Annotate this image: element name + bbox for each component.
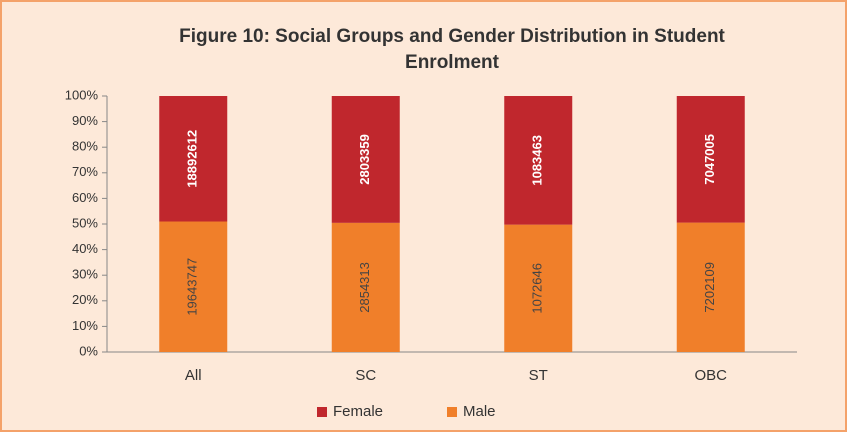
x-tick-label: ST xyxy=(529,367,548,384)
bar-segment xyxy=(504,224,573,352)
bar-segment xyxy=(676,222,745,352)
x-tick-label: All xyxy=(185,367,202,384)
data-label: 1072646 xyxy=(530,263,545,314)
data-label: 2854313 xyxy=(357,262,372,313)
legend-label: Female xyxy=(333,403,383,420)
data-label: 7202109 xyxy=(702,262,717,313)
data-label: 7047005 xyxy=(702,134,717,185)
x-tick-label: SC xyxy=(355,367,376,384)
y-tick-label: 30% xyxy=(72,267,98,282)
data-label: 1083463 xyxy=(530,135,545,186)
legend-label: Male xyxy=(463,403,496,420)
y-tick-label: 0% xyxy=(79,343,98,358)
bar-segment xyxy=(504,96,573,225)
bar-segment xyxy=(331,222,400,352)
y-tick-label: 50% xyxy=(72,215,98,230)
data-label: 18892612 xyxy=(185,130,200,188)
y-tick-label: 100% xyxy=(65,87,99,102)
y-tick-label: 80% xyxy=(72,139,98,154)
y-tick-label: 70% xyxy=(72,164,98,179)
data-label: 2803359 xyxy=(357,134,372,185)
y-tick-label: 10% xyxy=(72,318,98,333)
x-tick-label: OBC xyxy=(694,367,727,384)
bar-segment xyxy=(331,96,400,223)
y-tick-label: 40% xyxy=(72,241,98,256)
y-tick-label: 60% xyxy=(72,190,98,205)
bar-segment xyxy=(676,96,745,223)
chart-title: Figure 10: Social Groups and Gender Dist… xyxy=(179,26,725,73)
data-label: 19643747 xyxy=(185,258,200,316)
y-tick-label: 20% xyxy=(72,292,98,307)
y-tick-label: 90% xyxy=(72,113,98,128)
bar-segment xyxy=(159,221,228,352)
bar-segment xyxy=(159,96,228,222)
legend-swatch xyxy=(317,407,327,417)
legend-swatch xyxy=(447,407,457,417)
